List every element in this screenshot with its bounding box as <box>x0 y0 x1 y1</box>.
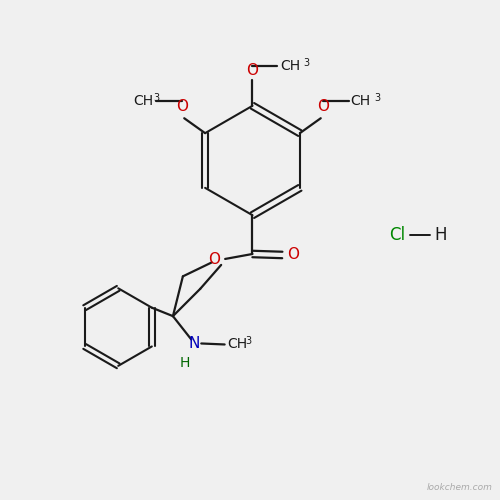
Text: 3: 3 <box>154 94 160 104</box>
Text: CH: CH <box>134 94 154 108</box>
Text: CH: CH <box>350 94 370 108</box>
Text: O: O <box>246 63 258 78</box>
Text: Cl: Cl <box>389 226 406 244</box>
Text: 3: 3 <box>303 58 310 68</box>
Text: CH: CH <box>280 59 300 73</box>
Text: O: O <box>208 252 220 268</box>
Text: H: H <box>180 356 190 370</box>
Text: CH: CH <box>228 338 248 351</box>
Text: O: O <box>316 100 328 114</box>
Text: H: H <box>434 226 446 244</box>
Text: 3: 3 <box>246 336 252 346</box>
Text: N: N <box>188 336 200 351</box>
Text: O: O <box>176 100 188 114</box>
Text: 3: 3 <box>374 94 380 104</box>
Text: lookchem.com: lookchem.com <box>427 483 492 492</box>
Text: O: O <box>288 248 300 262</box>
